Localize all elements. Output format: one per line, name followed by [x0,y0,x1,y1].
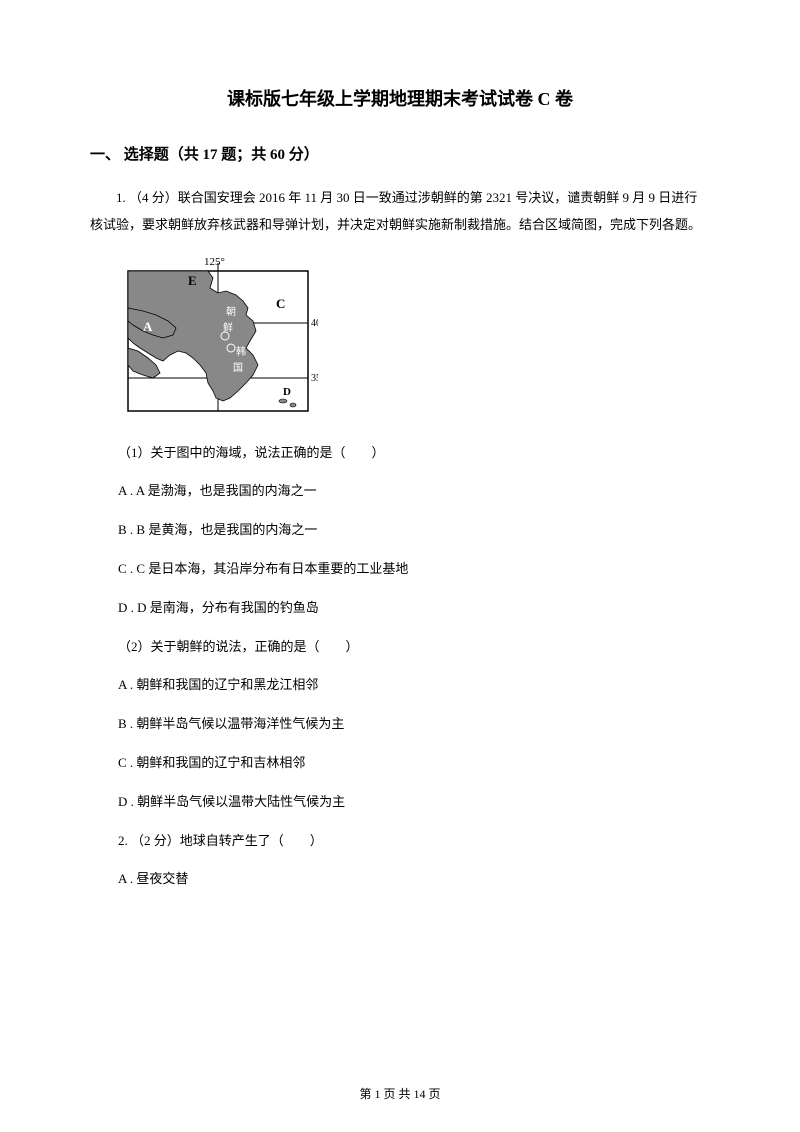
page-title: 课标版七年级上学期地理期末考试试卷 C 卷 [90,85,710,111]
q1-sub2-option-a: A . 朝鲜和我国的辽宁和黑龙江相邻 [118,675,710,696]
q1-sub1-option-c: C . C 是日本海，其沿岸分布有日本重要的工业基地 [118,559,710,580]
question-1-intro: 1. （4 分）联合国安理会 2016 年 11 月 30 日一致通过涉朝鲜的第… [90,184,710,239]
section-header: 一、 选择题（共 17 题；共 60 分） [90,143,710,164]
map-korea1: 朝 [226,306,236,318]
q1-sub1-option-a: A . A 是渤海，也是我国的内海之一 [118,481,710,502]
q1-sub2-option-d: D . 朝鲜半岛气候以温带大陆性气候为主 [118,792,710,813]
map-figure: 125° 40° 35° E A B C D 朝 鲜 韩 国 [118,253,710,423]
q1-sub2-option-c: C . 朝鲜和我国的辽宁和吉林相邻 [118,753,710,774]
map-label-b: B [173,353,182,368]
map-label-a: A [143,319,153,334]
q1-sub1-option-d: D . D 是南海，分布有我国的钓鱼岛 [118,598,710,619]
page-footer: 第 1 页 共 14 页 [0,1085,800,1102]
map-label-e: E [188,273,197,288]
map-label-d: D [283,386,291,398]
question-1-sub2: （2）关于朝鲜的说法，正确的是（ ） [118,637,710,658]
question-2-intro: 2. （2 分）地球自转产生了（ ） [118,831,710,852]
q1-sub1-option-b: B . B 是黄海，也是我国的内海之一 [118,520,710,541]
q2-option-a: A . 昼夜交替 [118,869,710,890]
map-label-c: C [276,296,285,311]
map-hanguo1: 韩 [236,345,246,358]
map-lon-label: 125° [204,256,225,268]
korea-map-svg: 125° 40° 35° E A B C D 朝 鲜 韩 国 [118,253,318,418]
map-lat35-label: 35° [311,373,318,384]
q1-sub2-option-b: B . 朝鲜半岛气候以温带海洋性气候为主 [118,714,710,735]
map-lat40-label: 40° [311,318,318,329]
map-hanguo2: 国 [233,362,243,374]
question-1-sub1: （1）关于图中的海域，说法正确的是（ ） [118,443,710,464]
